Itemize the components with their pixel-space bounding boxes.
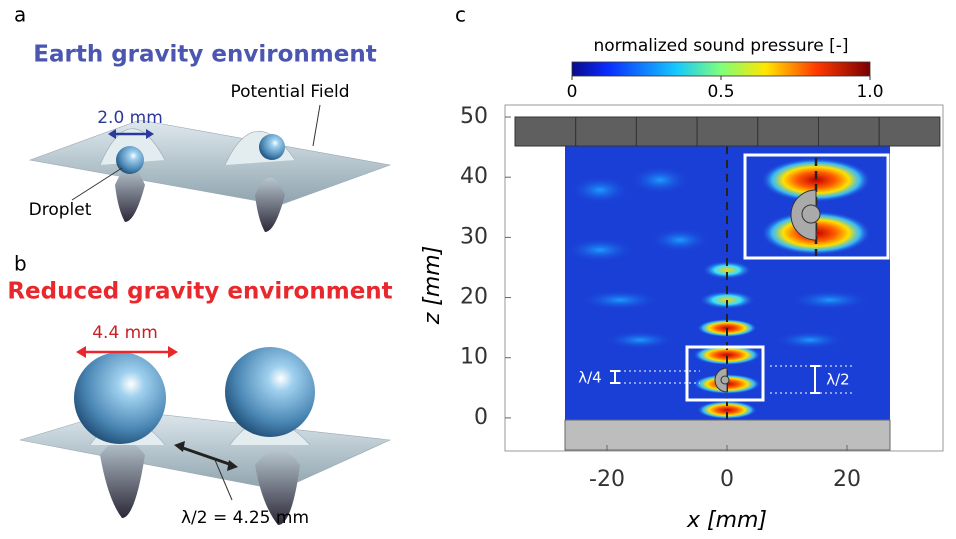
y-tick-label: 40	[460, 164, 488, 189]
illustration	[20, 346, 390, 525]
y-tick-label: 20	[460, 285, 488, 310]
x-tick-label: 0	[720, 467, 734, 492]
panel-label: b	[14, 252, 27, 276]
annotation: Potential Field	[230, 82, 349, 102]
colorbar-title: normalized sound pressure [-]	[593, 36, 848, 56]
y-tick-label: 10	[460, 345, 488, 370]
y-tick-label: 30	[460, 224, 488, 249]
transducer	[576, 117, 637, 146]
transducer	[879, 117, 940, 146]
transducer-array	[515, 117, 940, 146]
panel-title: Earth gravity environment	[33, 42, 376, 68]
transducer	[636, 117, 697, 146]
annotation: λ/2 = 4.25 mm	[181, 508, 309, 528]
panel-label: c	[455, 3, 466, 27]
annotation: Droplet	[29, 200, 92, 220]
colorbar-tick-label: 0	[567, 82, 578, 102]
colorbar-tick-label: 1.0	[856, 82, 883, 102]
y-tick-label: 50	[460, 104, 488, 129]
dimension-label: 4.4 mm	[92, 323, 158, 343]
annotation: λ/4	[578, 369, 601, 387]
transducer	[697, 117, 758, 146]
transducer	[515, 117, 576, 146]
figure: a Earth gravity environment 2.0 mm Poten…	[0, 0, 956, 535]
panel-label: a	[14, 3, 26, 27]
x-tick-label: 20	[833, 467, 861, 492]
dimension-label: 2.0 mm	[97, 108, 163, 128]
transducer	[758, 117, 819, 146]
transducer	[819, 117, 880, 146]
panel-title: Reduced gravity environment	[7, 279, 392, 305]
colorbar	[572, 62, 870, 76]
x-axis-label: x [mm]	[686, 508, 767, 533]
colorbar-ticks: 0 0.5 1.0	[567, 76, 884, 102]
plot: λ/4 λ/2	[505, 105, 943, 451]
annotation: λ/2	[826, 371, 849, 389]
y-tick-label: 0	[474, 405, 488, 430]
y-axis-label: z [mm]	[420, 246, 445, 326]
colorbar-tick-label: 0.5	[707, 82, 734, 102]
x-tick-label: -20	[589, 467, 625, 492]
